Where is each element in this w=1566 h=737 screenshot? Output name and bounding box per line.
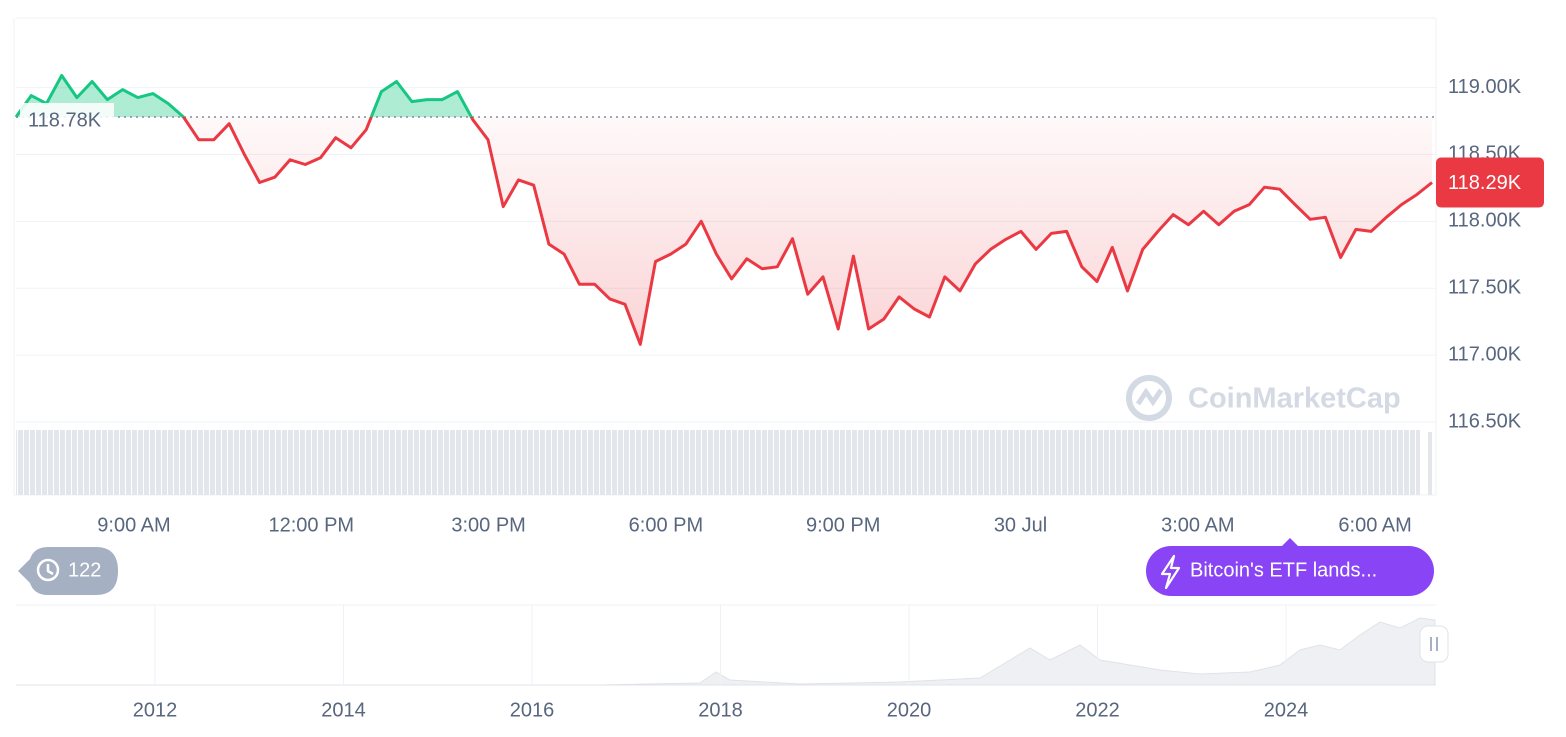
y-tick-label: 117.00K <box>1448 343 1522 365</box>
navigator-area <box>16 617 1436 686</box>
navigator <box>16 604 1449 686</box>
y-tick-label: 118.00K <box>1448 210 1522 232</box>
x-tick-label: 3:00 PM <box>451 514 525 536</box>
navigator-tick-label: 2012 <box>133 699 178 721</box>
plot: 118.78K <box>14 74 1436 346</box>
navigator-tick-label: 2018 <box>698 699 743 721</box>
x-tick-label: 6:00 PM <box>629 514 703 536</box>
x-tick-label: 6:00 AM <box>1338 514 1411 536</box>
x-axis: 9:00 AM 12:00 PM 3:00 PM 6:00 PM 9:00 PM 30 J… <box>97 514 1411 536</box>
navigator-axis: 2012 2014 2016 2018 2020 2022 2024 <box>133 605 1309 721</box>
baseline-label: 118.78K <box>28 109 102 131</box>
last-price-badge <box>1436 157 1544 208</box>
watermark: CoinMarketCap <box>1126 375 1401 421</box>
y-tick-label: 119.00K <box>1448 76 1522 98</box>
news-pill[interactable]: Bitcoin's ETF lands... <box>1146 538 1434 596</box>
x-tick-label: 12:00 PM <box>268 514 354 536</box>
volume-band <box>16 430 1420 495</box>
news-text: Bitcoin's ETF lands... <box>1190 559 1377 581</box>
navigator-tick-label: 2020 <box>887 699 932 721</box>
watermark-text: CoinMarketCap <box>1188 383 1401 415</box>
navigator-tick-label: 2024 <box>1264 699 1309 721</box>
last-price-label: 118.29K <box>1448 172 1522 194</box>
x-tick-label: 30 Jul <box>994 514 1047 536</box>
y-tick-label: 116.50K <box>1448 410 1522 432</box>
volume-last <box>1428 432 1432 495</box>
navigator-tick-label: 2016 <box>510 699 555 721</box>
area <box>16 75 1432 345</box>
price-line <box>14 74 1433 346</box>
y-tick-label: 117.50K <box>1448 277 1522 299</box>
history-count: 122 <box>68 559 101 581</box>
navigator-handle[interactable] <box>1419 625 1449 663</box>
x-tick-label: 9:00 PM <box>806 514 880 536</box>
baseline-label-bg <box>20 102 114 131</box>
history-badge[interactable]: 122 <box>18 547 118 595</box>
x-tick-label: 3:00 AM <box>1161 514 1234 536</box>
x-tick-label: 9:00 AM <box>97 514 170 536</box>
navigator-tick-label: 2022 <box>1075 699 1120 721</box>
navigator-tick-label: 2014 <box>321 699 366 721</box>
